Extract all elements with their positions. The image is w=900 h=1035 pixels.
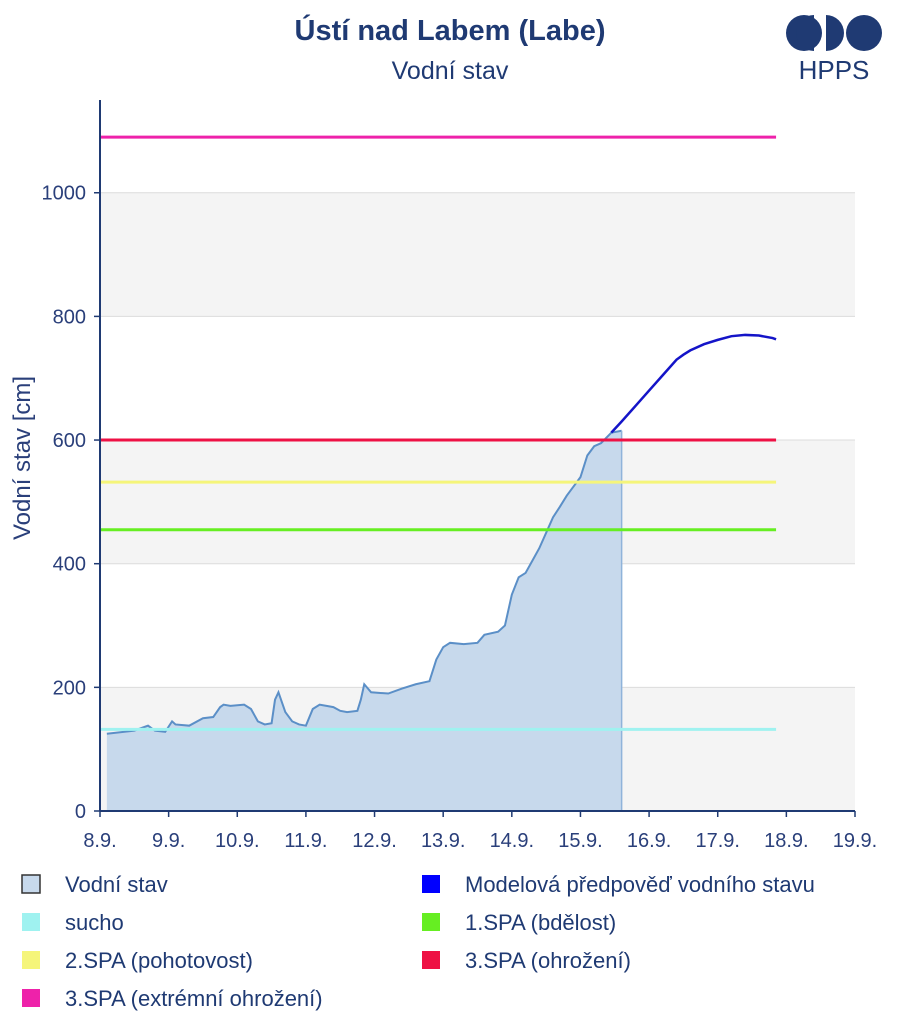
x-tick-label: 15.9. [558, 830, 602, 852]
y-tick-label: 600 [53, 430, 86, 452]
x-tick-label: 13.9. [421, 830, 465, 852]
logo-half-circle-right [826, 15, 844, 51]
y-tick-label: 800 [53, 306, 86, 328]
legend-label-5: 3.SPA (ohrožení) [465, 948, 631, 973]
legend-label-4: 2.SPA (pohotovost) [65, 948, 253, 973]
x-tick-label: 17.9. [695, 830, 739, 852]
x-tick-label: 18.9. [764, 830, 808, 852]
logo-half-circle [796, 15, 814, 51]
legend-swatch-1 [422, 875, 440, 893]
logo-right-circle [846, 15, 882, 51]
legend: Vodní stav Modelová předpověď vodního sta… [21, 872, 815, 1011]
legend-label-3: 1.SPA (bdělost) [465, 910, 616, 935]
x-tick-label: 11.9. [284, 830, 327, 852]
observed-line [106, 429, 622, 735]
chart-subtitle: Vodní stav [392, 57, 509, 85]
legend-label-1: Modelová předpověď vodního stavu [465, 872, 815, 897]
y-tick-label: 1000 [42, 183, 87, 205]
y-tick-label: 200 [53, 677, 86, 699]
legend-swatch-6 [22, 989, 40, 1007]
forecast-line [610, 333, 777, 434]
threshold-lines [100, 135, 777, 731]
plot-band [100, 440, 855, 564]
legend-swatch-5 [422, 951, 440, 969]
logo-text: HPPS [799, 55, 870, 85]
legend-swatch-2 [22, 913, 40, 931]
x-tick-label: 12.9. [352, 830, 396, 852]
y-axis-ticks: 0 200 400 600 800 1000 [42, 183, 100, 823]
legend-swatch-0 [21, 874, 41, 894]
y-tick-label: 0 [75, 801, 86, 823]
y-axis-label: Vodní stav [cm] [9, 376, 36, 540]
x-axis-ticks: 8.9. 9.9. 10.9. 11.9. 12.9. 13.9. 14.9. 15.9. 16… [83, 811, 877, 852]
observed-area [106, 430, 622, 811]
x-tick-label: 19.9. [833, 830, 877, 852]
x-tick-label: 10.9. [215, 830, 259, 852]
legend-swatch-4 [22, 951, 40, 969]
chart-title: Ústí nad Labem (Labe) [295, 13, 606, 47]
forecast-series [610, 333, 777, 434]
hpps-logo: HPPS [786, 15, 882, 85]
legend-label-6: 3.SPA (extrémní ohrožení) [65, 986, 323, 1011]
legend-label-2: sucho [65, 910, 124, 935]
x-tick-label: 16.9. [627, 830, 671, 852]
observed-series [106, 429, 623, 811]
x-tick-label: 14.9. [490, 830, 534, 852]
y-tick-label: 400 [53, 554, 86, 576]
plot-band [100, 192, 855, 317]
x-tick-label: 8.9. [83, 830, 116, 852]
legend-label-0: Vodní stav [65, 872, 168, 897]
x-tick-label: 9.9. [152, 830, 185, 852]
legend-swatch-3 [422, 913, 440, 931]
axes [99, 100, 855, 812]
